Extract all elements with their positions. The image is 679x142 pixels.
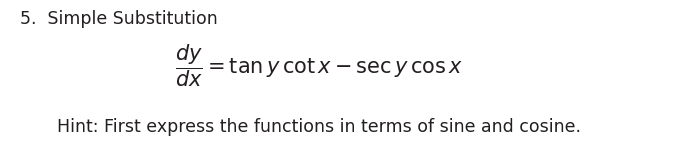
Text: 5.  Simple Substitution: 5. Simple Substitution: [20, 10, 218, 28]
Text: $\dfrac{dy}{dx} = \tan y\,\cot x - \sec y\,\cos x$: $\dfrac{dy}{dx} = \tan y\,\cot x - \sec …: [175, 42, 463, 89]
Text: Hint: First express the functions in terms of sine and cosine.: Hint: First express the functions in ter…: [57, 118, 581, 136]
